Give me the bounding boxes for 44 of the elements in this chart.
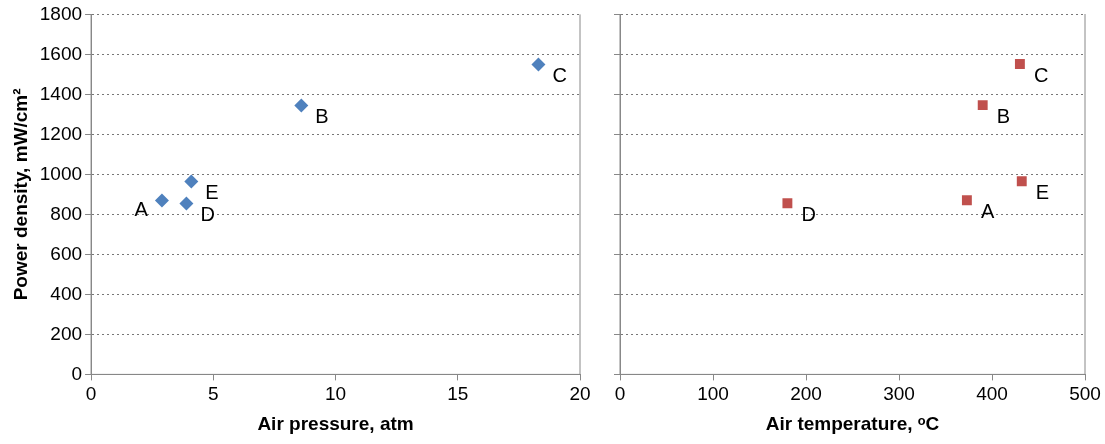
x-tick-label: 0 (614, 383, 626, 405)
annotation: E (205, 180, 219, 203)
y-tick-label: 1600 (39, 42, 83, 64)
x-tick-label: 0 (85, 383, 97, 405)
annotation: D (200, 202, 215, 225)
point (1014, 59, 1025, 70)
y-axis-title: Power density, mW/cm² (9, 88, 31, 301)
annotation: A (980, 199, 995, 222)
x-tick-label: 300 (883, 383, 915, 405)
y-tick-label: 1400 (39, 82, 83, 104)
y-tick-label: 1000 (39, 162, 83, 184)
point (179, 196, 194, 211)
y-tick-label: 1800 (39, 2, 83, 24)
x-tick-label: 100 (697, 383, 729, 405)
point (294, 98, 309, 113)
x-tick-label: 200 (790, 383, 822, 405)
point (1016, 176, 1027, 187)
x-axis-title: Air temperature, ᵒC (765, 412, 940, 434)
annotation: B (315, 104, 329, 127)
x-tick-label: 15 (447, 383, 469, 405)
x-tick-label: 20 (569, 383, 591, 405)
x-tick-label: 400 (976, 383, 1008, 405)
x-tick-label: 5 (208, 383, 219, 405)
point (961, 195, 972, 206)
point (154, 193, 169, 208)
annotation: B (996, 104, 1011, 127)
x-axis-title: Air pressure, atm (257, 412, 414, 434)
point (977, 100, 988, 111)
x-tick-label: 500 (1069, 383, 1101, 405)
y-tick-label: 0 (71, 362, 83, 384)
annotation: A (134, 197, 149, 220)
annotation: D (801, 202, 816, 225)
y-tick-label: 1200 (39, 122, 83, 144)
y-tick-label: 400 (50, 282, 83, 304)
point (184, 174, 199, 189)
y-tick-label: 800 (50, 202, 83, 224)
point (782, 198, 793, 209)
point (531, 57, 546, 72)
annotation: C (1033, 63, 1049, 86)
annotation: E (1035, 180, 1050, 203)
annotation: C (552, 63, 567, 86)
x-tick-label: 10 (324, 383, 347, 405)
y-tick-label: 200 (50, 322, 83, 344)
y-tick-label: 600 (50, 242, 83, 264)
